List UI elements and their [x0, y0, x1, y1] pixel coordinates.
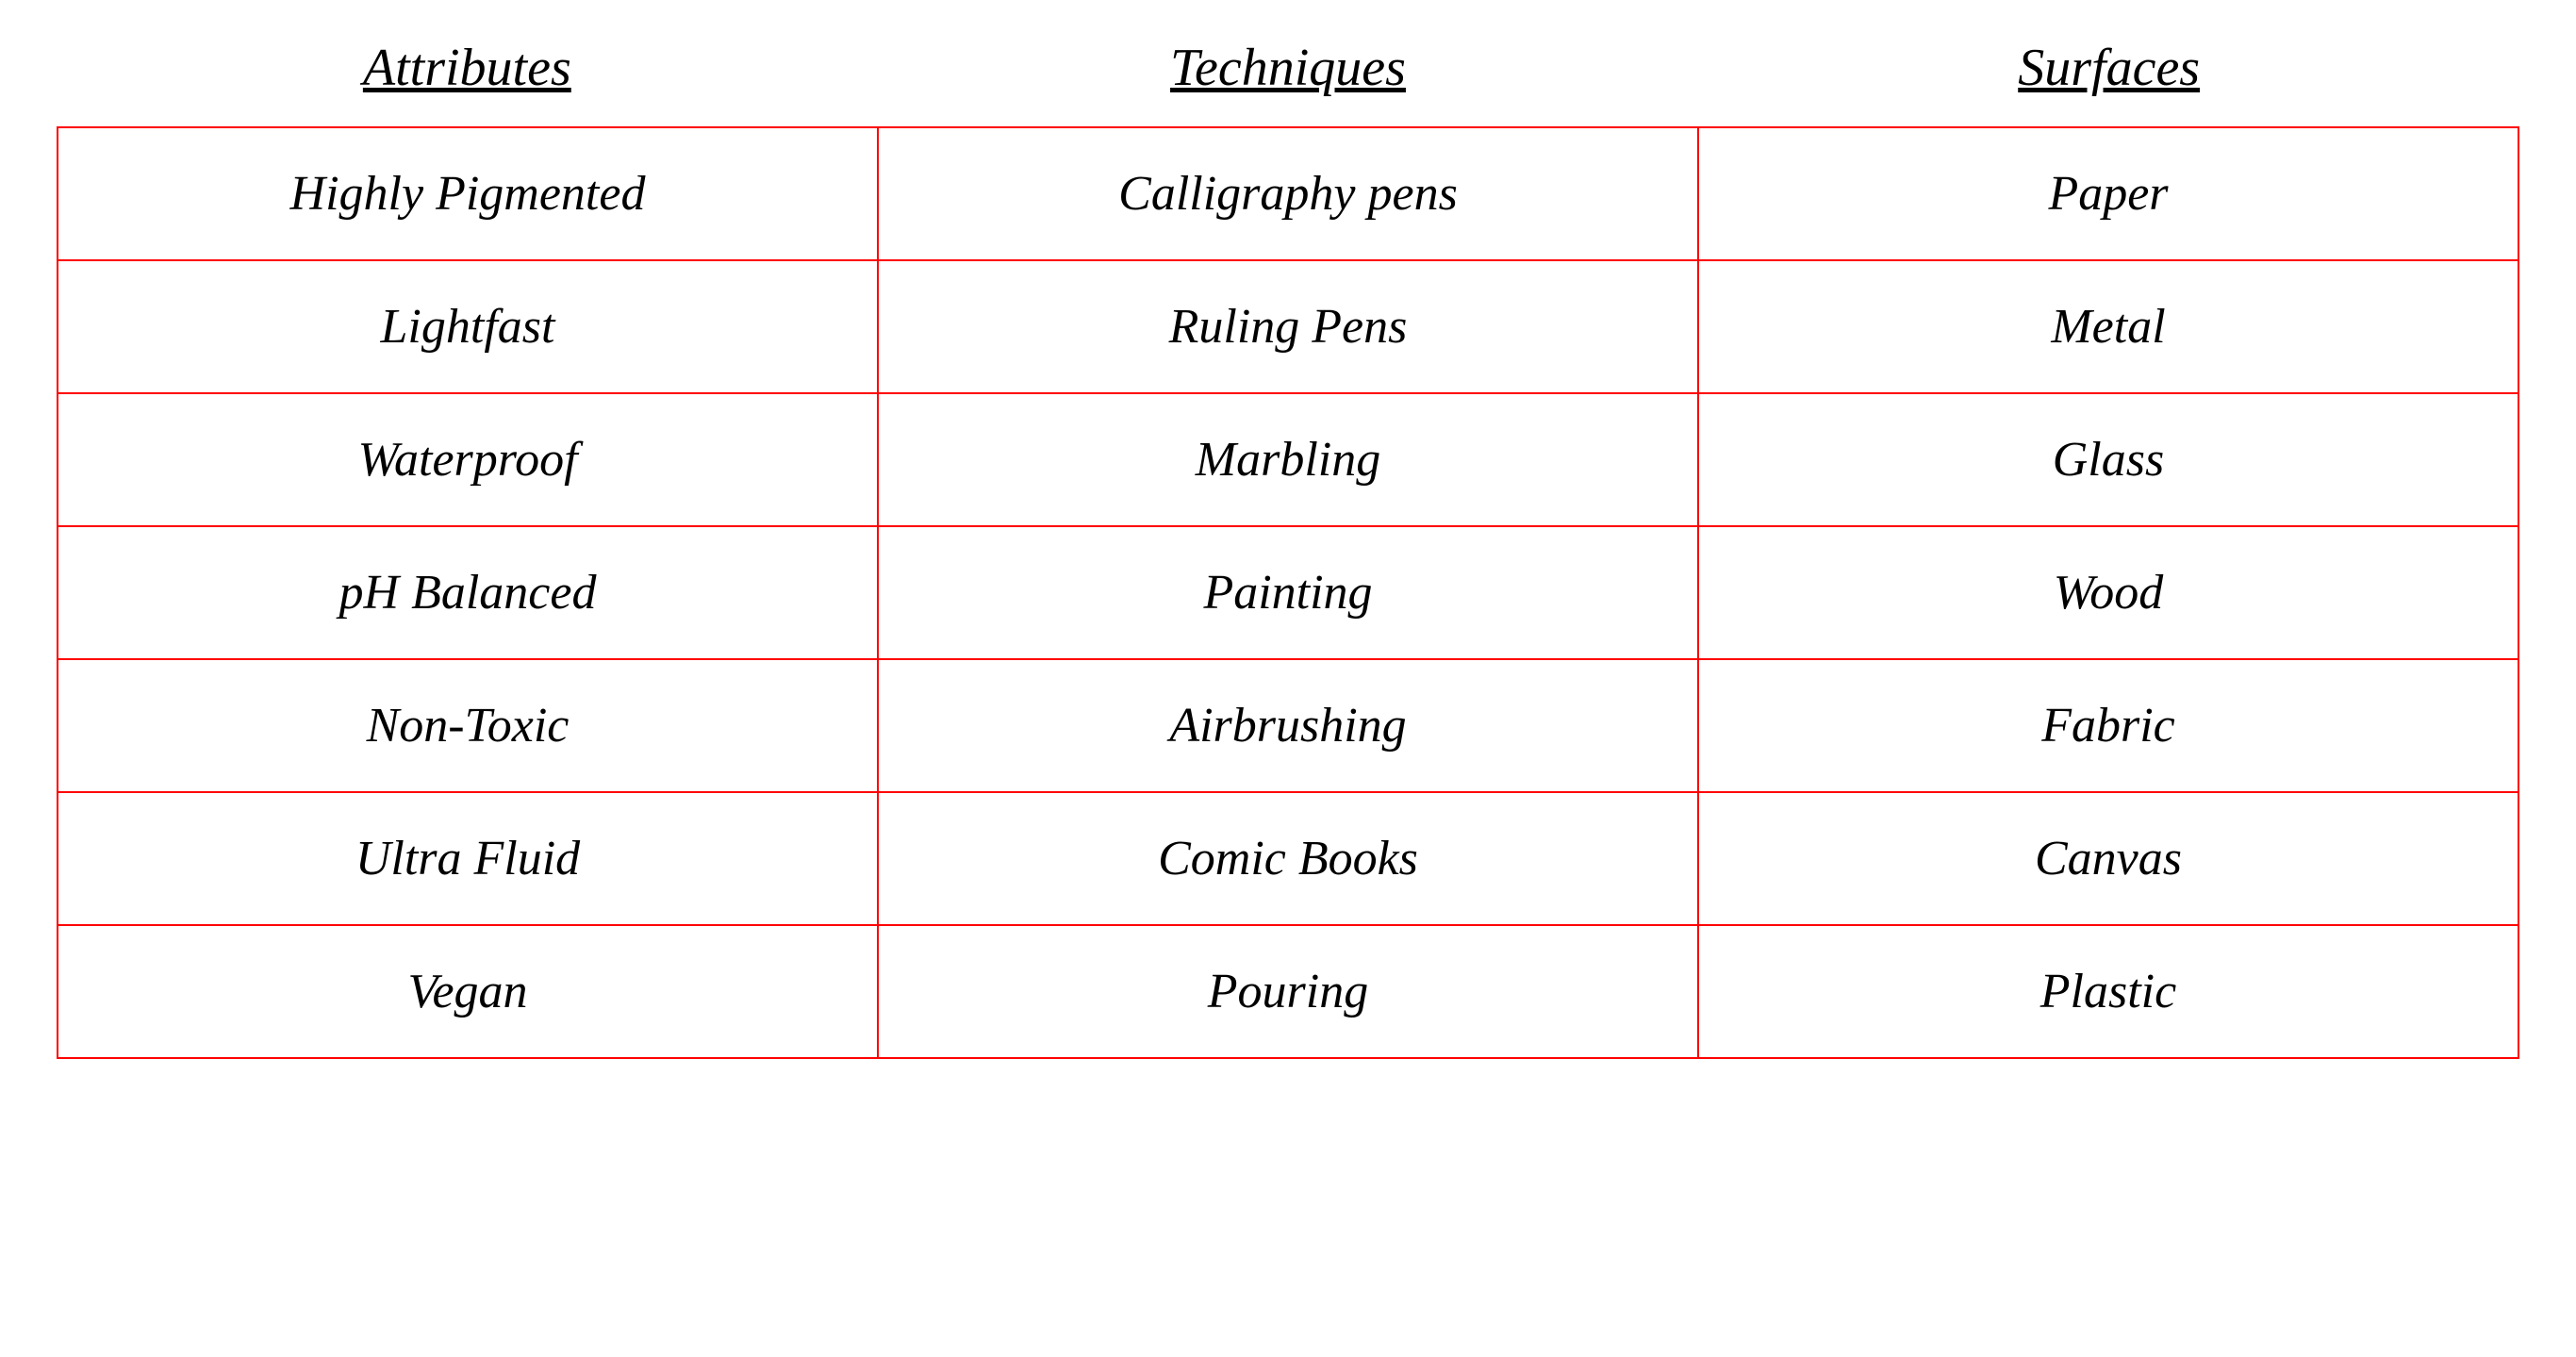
- table-cell: Comic Books: [878, 792, 1698, 925]
- table-cell: Glass: [1698, 393, 2518, 526]
- table-headers: Attributes Techniques Surfaces: [57, 38, 2519, 98]
- table-cell: Non-Toxic: [58, 659, 878, 792]
- content-table: Highly Pigmented Calligraphy pens Paper …: [57, 126, 2519, 1059]
- table-cell: Painting: [878, 526, 1698, 659]
- table-cell: Fabric: [1698, 659, 2518, 792]
- table-row: pH Balanced Painting Wood: [58, 526, 2518, 659]
- column-header-techniques: Techniques: [878, 38, 1699, 98]
- table-cell: Pouring: [878, 925, 1698, 1058]
- table-cell: Metal: [1698, 260, 2518, 393]
- table-cell: Calligraphy pens: [878, 127, 1698, 260]
- table-cell: Marbling: [878, 393, 1698, 526]
- table-row: Ultra Fluid Comic Books Canvas: [58, 792, 2518, 925]
- table-cell: Wood: [1698, 526, 2518, 659]
- table-cell: Waterproof: [58, 393, 878, 526]
- table-row: Highly Pigmented Calligraphy pens Paper: [58, 127, 2518, 260]
- table-cell: Ruling Pens: [878, 260, 1698, 393]
- table-cell: Ultra Fluid: [58, 792, 878, 925]
- table-cell: Paper: [1698, 127, 2518, 260]
- table-row: Lightfast Ruling Pens Metal: [58, 260, 2518, 393]
- table-cell: pH Balanced: [58, 526, 878, 659]
- table-cell: Plastic: [1698, 925, 2518, 1058]
- table-row: Waterproof Marbling Glass: [58, 393, 2518, 526]
- table-container: Attributes Techniques Surfaces Highly Pi…: [57, 38, 2519, 1059]
- table-row: Vegan Pouring Plastic: [58, 925, 2518, 1058]
- table-cell: Lightfast: [58, 260, 878, 393]
- table-cell: Canvas: [1698, 792, 2518, 925]
- table-cell: Airbrushing: [878, 659, 1698, 792]
- table-cell: Highly Pigmented: [58, 127, 878, 260]
- table-row: Non-Toxic Airbrushing Fabric: [58, 659, 2518, 792]
- column-header-attributes: Attributes: [57, 38, 878, 98]
- column-header-surfaces: Surfaces: [1698, 38, 2519, 98]
- table-cell: Vegan: [58, 925, 878, 1058]
